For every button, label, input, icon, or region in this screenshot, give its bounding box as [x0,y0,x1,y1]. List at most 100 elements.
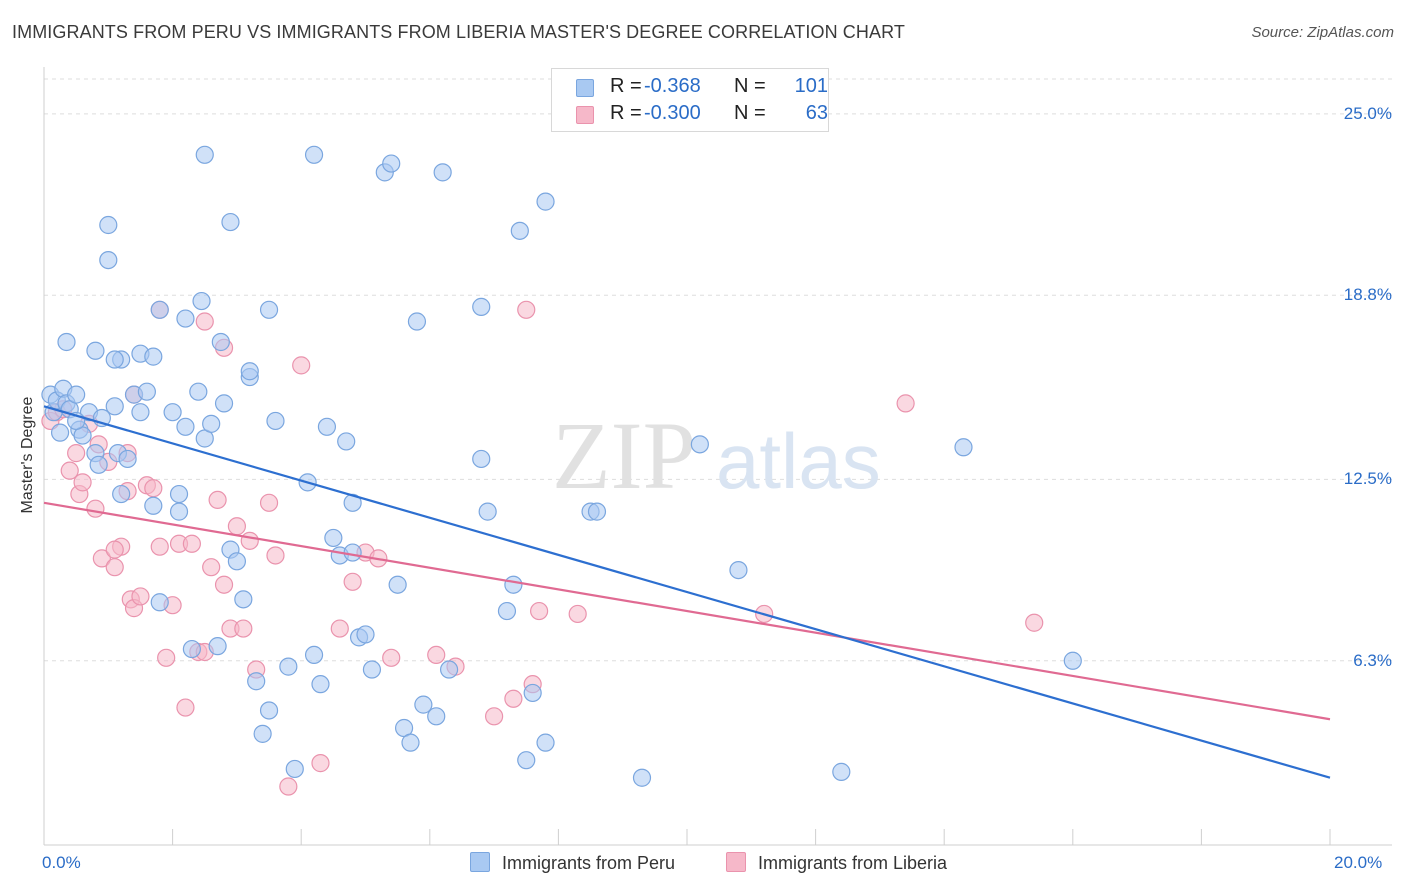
data-point [234,590,253,609]
data-point [202,558,221,577]
legend-r-value: -0.300 [644,102,701,124]
data-point [67,444,86,463]
data-point [253,724,272,743]
bottom-legend-peru: Immigrants from Peru [470,852,675,874]
data-point [401,733,420,752]
data-point [144,496,163,515]
y-tick-label: 12.5% [1343,469,1392,489]
data-point [259,701,279,720]
data-point [92,549,111,568]
data-point [169,484,189,504]
x-tick-label-max: 20.0% [1334,853,1383,872]
data-point [105,558,124,577]
data-point [388,575,407,594]
data-point [427,645,446,665]
data-point [279,777,298,796]
data-point [60,461,79,480]
data-point [89,455,108,474]
data-point [472,449,491,469]
data-point [954,438,973,457]
y-tick-label: 25.0% [1343,103,1392,123]
data-point [131,587,150,606]
data-point [568,604,587,624]
data-point [214,394,234,413]
data-point [221,212,240,232]
data-point [163,403,182,422]
bottom-legend-swatch-liberia [726,852,746,872]
data-point [240,531,259,550]
y-tick-label: 18.8% [1343,285,1392,305]
data-point [632,768,652,787]
bottom-legend-label-liberia: Immigrants from Liberia [758,853,948,873]
data-point [362,660,382,679]
data-point [382,154,401,173]
data-point [504,689,523,708]
data-point [169,502,189,521]
x-tick-label-min: 0.0% [42,853,81,872]
watermark-atlas: atlas [716,417,881,505]
axes [43,67,1392,846]
data-point [504,575,523,594]
data-point [311,675,330,694]
data-point [86,499,105,518]
data-point [195,312,214,331]
data-point [67,385,86,404]
data-point [896,394,915,413]
data-point [176,698,195,717]
data-point [343,543,362,562]
data-point [832,762,851,781]
data-point [105,397,124,416]
data-point [131,403,150,422]
legend-n-label: N = [734,75,766,97]
data-point [192,291,211,311]
data-point [118,449,137,469]
data-point [324,528,343,548]
data-point [234,619,253,638]
bottom-legend-label-peru: Immigrants from Peru [502,853,676,873]
data-point [729,560,748,580]
data-point [99,215,118,235]
data-point [690,435,709,454]
data-point [530,601,549,621]
data-point [259,493,279,512]
data-point [517,751,536,770]
bottom-legend-swatch-peru [470,852,490,872]
data-point [330,619,349,638]
data-point [150,537,169,556]
data-point [343,572,362,591]
data-point [211,332,230,352]
data-point [292,356,311,375]
chart-title: IMMIGRANTS FROM PERU VS IMMIGRANTS FROM … [12,22,905,42]
data-point [214,575,234,594]
data-point [266,546,285,565]
data-point [478,502,497,521]
bottom-legend-liberia: Immigrants from Liberia [726,852,947,874]
trend-line-peru [43,405,1331,779]
legend-r-value: -0.368 [644,75,701,97]
data-point [414,695,433,714]
data-point [150,300,169,319]
data-point [182,534,201,553]
data-point [208,490,227,510]
data-point [587,502,607,521]
data-point [317,417,337,436]
data-point [247,672,266,691]
data-point [472,297,491,316]
data-point [240,362,259,381]
data-point [259,300,279,319]
data-point [523,683,542,703]
data-point [195,145,214,164]
y-axis-label: Master's Degree [19,396,36,514]
series-liberia-points [41,300,1044,796]
source-label: Source: ZipAtlas.com [1251,24,1394,41]
data-point [57,332,76,352]
data-point [337,432,356,451]
data-point [86,341,105,360]
data-point [285,759,304,779]
data-point [304,645,324,665]
data-point [176,309,195,328]
data-point [536,192,555,211]
data-point [536,733,555,752]
data-point [1025,613,1044,632]
